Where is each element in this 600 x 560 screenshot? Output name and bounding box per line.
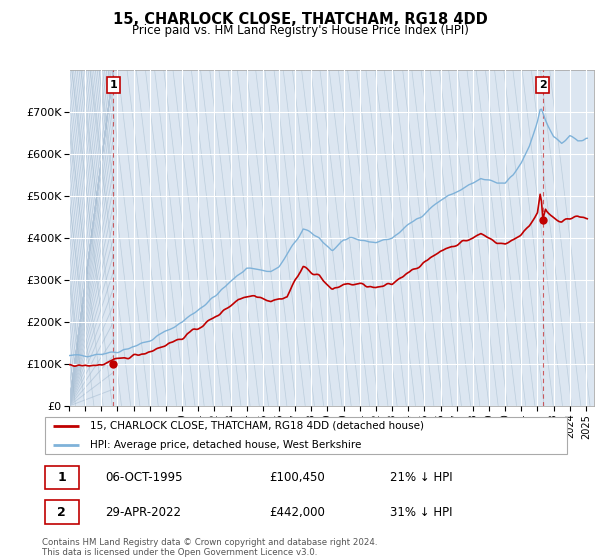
Text: Price paid vs. HM Land Registry's House Price Index (HPI): Price paid vs. HM Land Registry's House … xyxy=(131,24,469,36)
Text: 2: 2 xyxy=(57,506,66,519)
Text: 1: 1 xyxy=(110,80,117,90)
Text: 21% ↓ HPI: 21% ↓ HPI xyxy=(391,471,453,484)
Text: 29-APR-2022: 29-APR-2022 xyxy=(106,506,181,519)
FancyBboxPatch shape xyxy=(44,501,79,524)
Text: Contains HM Land Registry data © Crown copyright and database right 2024.
This d: Contains HM Land Registry data © Crown c… xyxy=(42,538,377,557)
Text: £100,450: £100,450 xyxy=(269,471,325,484)
Text: 15, CHARLOCK CLOSE, THATCHAM, RG18 4DD: 15, CHARLOCK CLOSE, THATCHAM, RG18 4DD xyxy=(113,12,487,27)
Text: HPI: Average price, detached house, West Berkshire: HPI: Average price, detached house, West… xyxy=(89,440,361,450)
Text: 2: 2 xyxy=(539,80,547,90)
Text: £442,000: £442,000 xyxy=(269,506,325,519)
Text: 06-OCT-1995: 06-OCT-1995 xyxy=(106,471,183,484)
FancyBboxPatch shape xyxy=(44,466,79,489)
Text: 31% ↓ HPI: 31% ↓ HPI xyxy=(391,506,453,519)
Text: 1: 1 xyxy=(57,471,66,484)
Text: 15, CHARLOCK CLOSE, THATCHAM, RG18 4DD (detached house): 15, CHARLOCK CLOSE, THATCHAM, RG18 4DD (… xyxy=(89,421,424,431)
FancyBboxPatch shape xyxy=(44,417,568,454)
